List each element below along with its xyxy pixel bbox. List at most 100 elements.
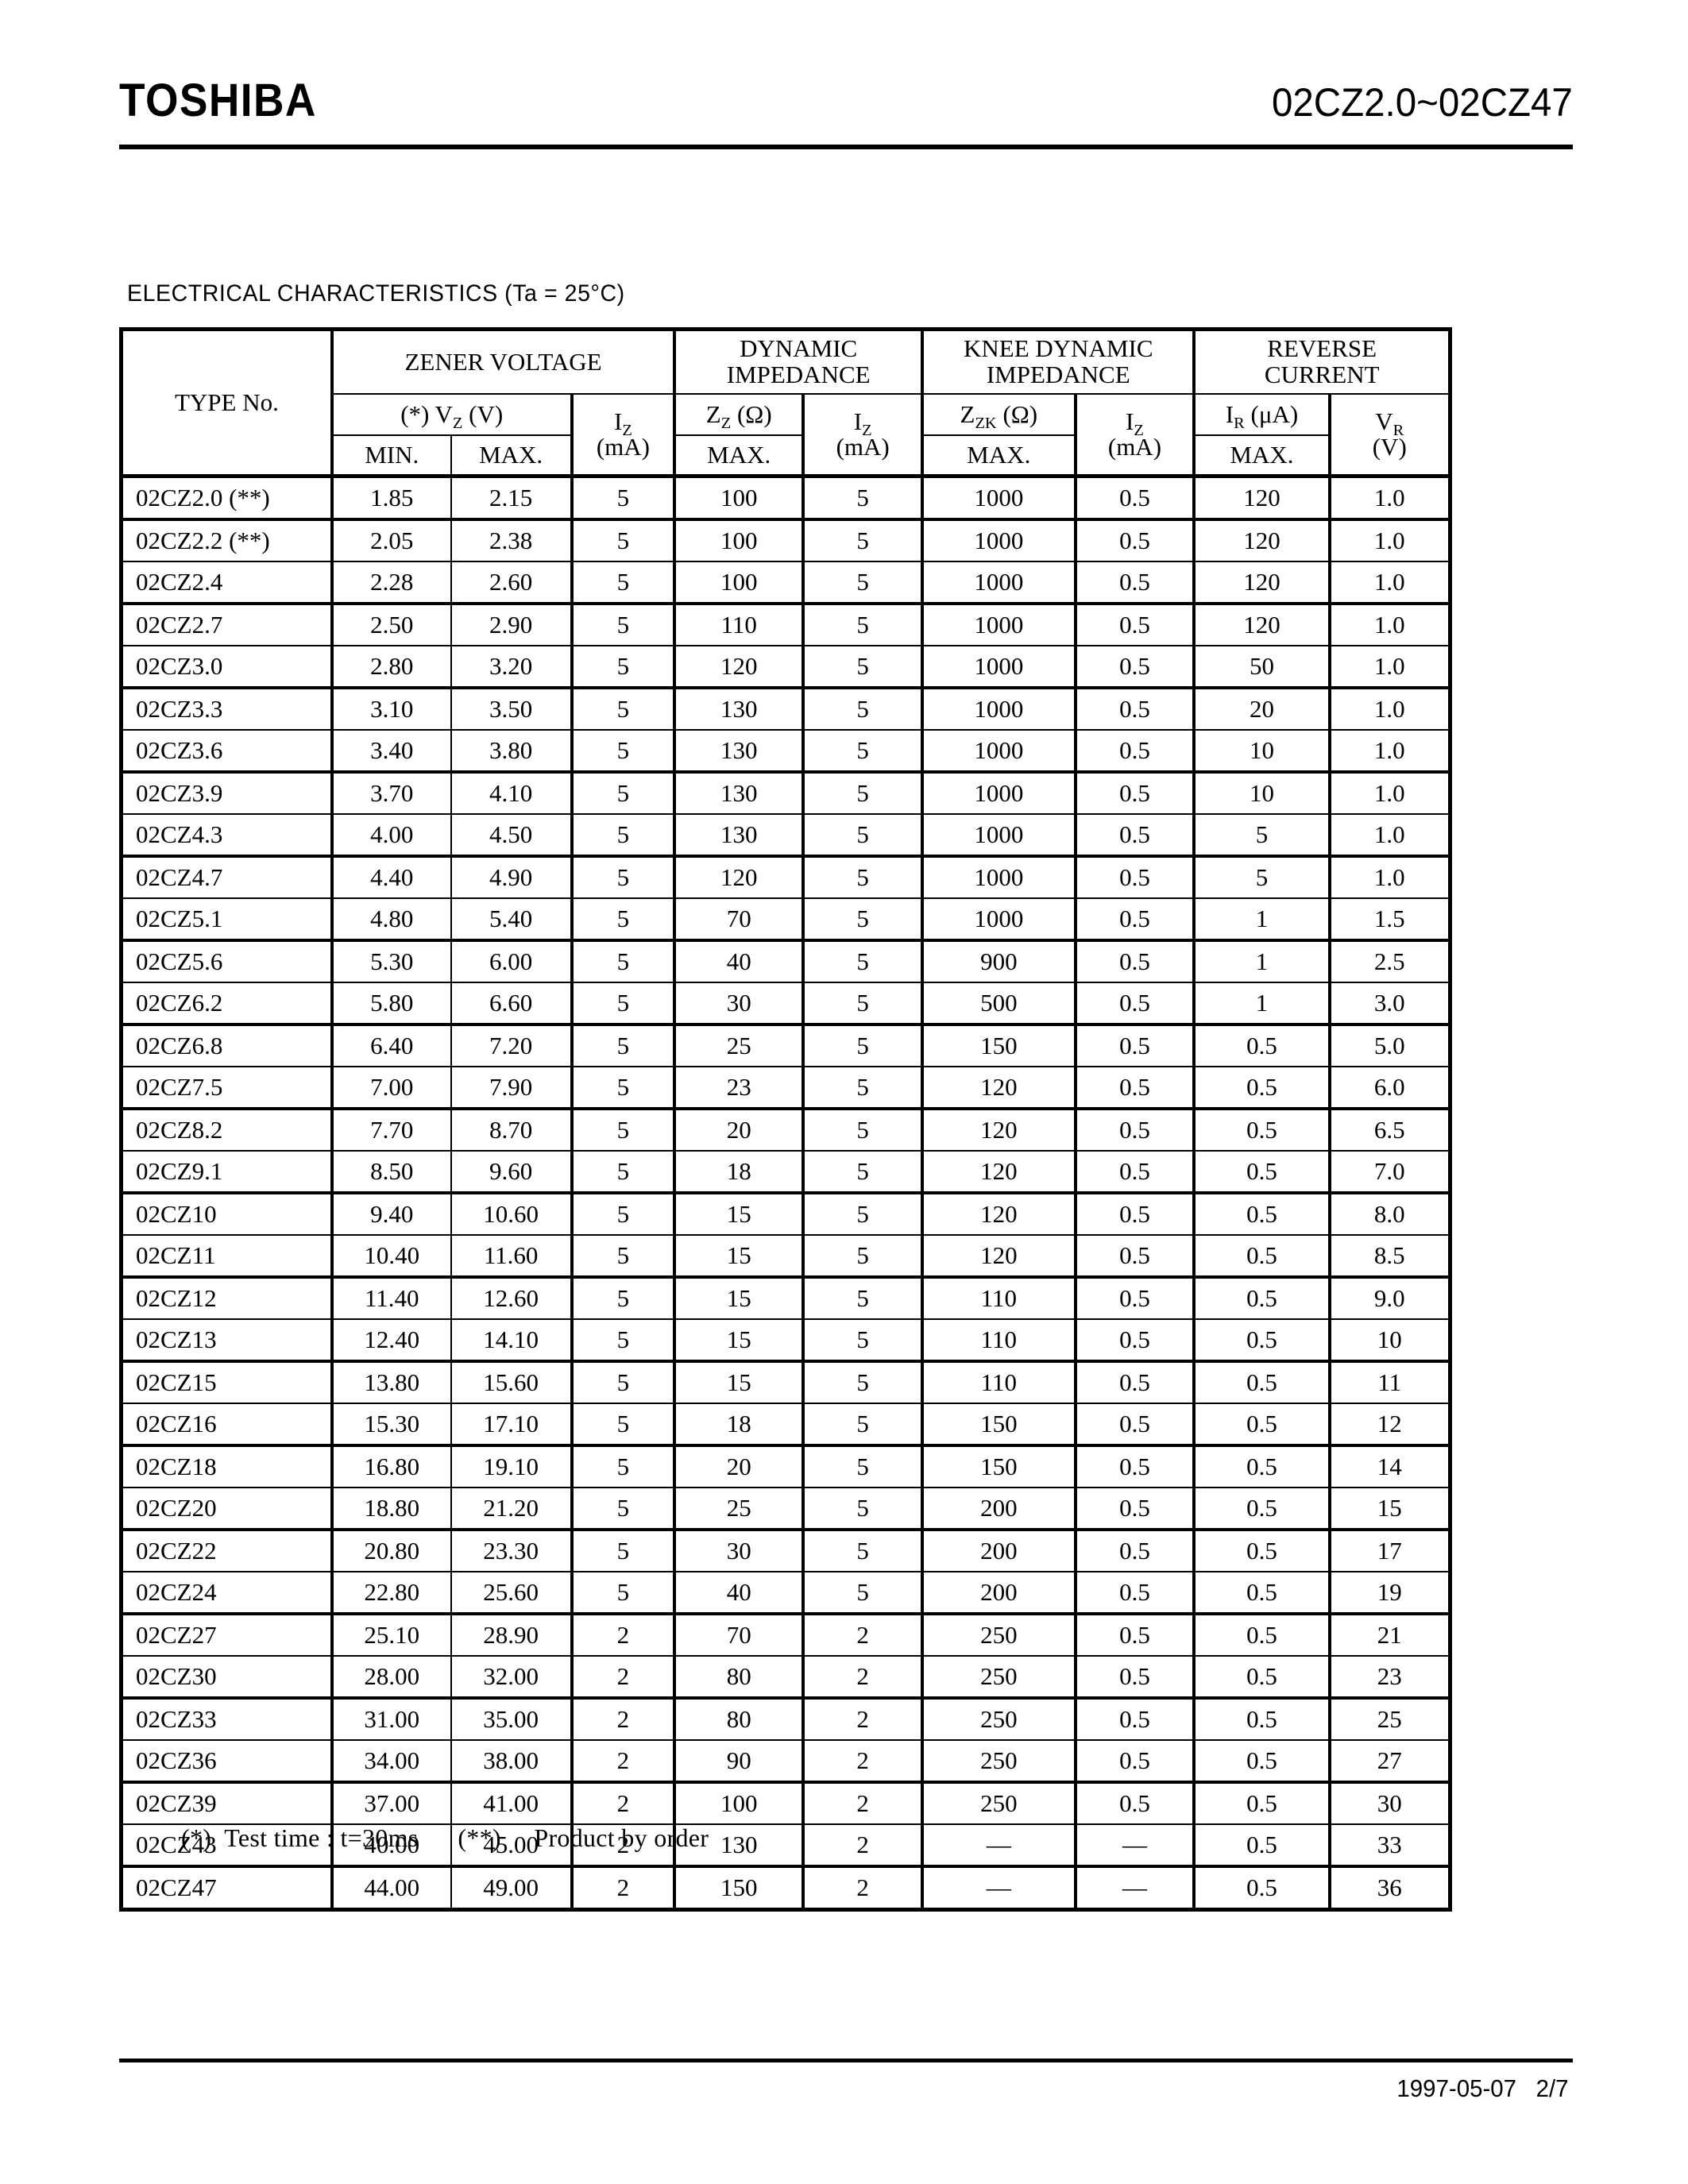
table-row: 02CZ15 13.80 15.60 5 15 5 110 0.5 0.5 11: [120, 1360, 1451, 1404]
table-row: 02CZ3.9 3.70 4.10 5 130 5 1000 0.5 10 1.0: [120, 770, 1451, 815]
cell-vz-min: 9.40: [330, 1191, 452, 1236]
cell-vz-max: 41.00: [450, 1781, 573, 1825]
cell-type: 02CZ5.6: [120, 939, 334, 983]
cell-ir-max: 0.5: [1192, 1360, 1331, 1404]
dynamic-impedance-line2: IMPEDANCE: [726, 361, 871, 388]
cell-vr: 1.0: [1327, 855, 1451, 899]
iz2-unit: (mA): [836, 433, 890, 461]
cell-iz-3: 0.5: [1073, 645, 1196, 689]
cell-iz-1: 5: [570, 561, 676, 604]
cell-zz-max: 23: [673, 1066, 805, 1109]
cell-type: 02CZ9.1: [120, 1150, 334, 1194]
cell-vr: 1.0: [1327, 518, 1451, 562]
cell-ir-max: 0.5: [1192, 1823, 1331, 1867]
table-row: 02CZ2.0 (**) 1.85 2.15 5 100 5 1000 0.5 120 1.0: [120, 475, 1451, 520]
iz3-symbol: IZ: [1077, 409, 1193, 439]
cell-iz-1: 5: [570, 1318, 676, 1362]
cell-ir-max: 1: [1192, 897, 1331, 941]
cell-vz-min: 5.80: [330, 982, 452, 1025]
cell-type: 02CZ3.6: [120, 729, 334, 773]
cell-ir-max: 120: [1192, 602, 1331, 646]
cell-zzk-max: 500: [921, 982, 1076, 1025]
col-header-zz-max: MAX.: [673, 434, 805, 478]
cell-type: 02CZ3.3: [120, 686, 334, 731]
cell-iz-3: 0.5: [1073, 1487, 1196, 1530]
cell-ir-max: 0.5: [1192, 1403, 1331, 1446]
part-number-range: 02CZ2.0~02CZ47: [1272, 80, 1573, 125]
cell-vr: 36: [1327, 1865, 1451, 1911]
cell-vz-max: 4.10: [450, 770, 573, 815]
table-row: 02CZ6.8 6.40 7.20 5 25 5 150 0.5 0.5 5.0: [120, 1023, 1451, 1067]
cell-zzk-max: 1000: [921, 855, 1076, 899]
col-header-type-no: TYPE No.: [120, 328, 334, 478]
table-row: 02CZ30 28.00 32.00 2 80 2 250 0.5 0.5 23: [120, 1655, 1451, 1699]
cell-type: 02CZ10: [120, 1191, 334, 1236]
cell-vz-max: 49.00: [450, 1865, 573, 1911]
cell-iz-3: 0.5: [1073, 855, 1196, 899]
cell-ir-max: 10: [1192, 729, 1331, 773]
cell-iz-1: 2: [570, 1696, 676, 1741]
cell-type: 02CZ22: [120, 1528, 334, 1572]
col-header-ir-symbol: IR (μA): [1192, 393, 1331, 436]
cell-iz-2: 5: [802, 1191, 924, 1236]
cell-iz-1: 5: [570, 1528, 676, 1572]
cell-type: 02CZ4.7: [120, 855, 334, 899]
cell-zzk-max: 120: [921, 1107, 1076, 1152]
header-row-groups: TYPE No. ZENER VOLTAGE DYNAMIC IMPEDANCE…: [120, 328, 1451, 478]
cell-vr: 8.5: [1327, 1234, 1451, 1278]
vr-unit: (V): [1372, 433, 1407, 461]
cell-type: 02CZ16: [120, 1403, 334, 1446]
cell-iz-1: 5: [570, 1023, 676, 1067]
cell-vz-max: 23.30: [450, 1528, 573, 1572]
cell-zz-max: 130: [673, 813, 805, 857]
header-row-symbols: (*) VZ (V) IZ (mA) ZZ (Ω) IZ (mA) ZZK (Ω: [122, 393, 1451, 478]
cell-ir-max: 0.5: [1192, 1275, 1331, 1320]
cell-vr: 1.0: [1327, 561, 1451, 604]
cell-iz-2: 5: [802, 1403, 924, 1446]
table-row: 02CZ4.7 4.40 4.90 5 120 5 1000 0.5 5 1.0: [120, 855, 1451, 899]
cell-iz-2: 5: [802, 1107, 924, 1152]
cell-zzk-max: —: [921, 1865, 1076, 1911]
cell-type: 02CZ3.0: [120, 645, 334, 689]
cell-type: 02CZ3.9: [120, 770, 334, 815]
cell-vz-max: 12.60: [450, 1275, 573, 1320]
cell-zzk-max: 1000: [921, 897, 1076, 941]
cell-iz-3: —: [1073, 1865, 1196, 1911]
col-group-zener-voltage: ZENER VOLTAGE: [330, 328, 677, 395]
cell-vr: 1.0: [1327, 770, 1451, 815]
cell-iz-3: 0.5: [1073, 1612, 1196, 1657]
cell-zz-max: 100: [673, 475, 805, 520]
cell-vz-min: 18.80: [330, 1487, 452, 1530]
cell-iz-3: 0.5: [1073, 475, 1196, 520]
table-row: 02CZ43 40.00 45.00 2 130 2— —0.5 33: [120, 1823, 1451, 1867]
cell-zzk-max: —: [921, 1823, 1076, 1867]
cell-iz-1: 5: [570, 1487, 676, 1530]
reverse-current-line1: REVERSE: [1267, 334, 1377, 363]
table-row: 02CZ3.3 3.10 3.50 5 130 5 1000 0.5 20 1.0: [120, 686, 1451, 731]
table-row: 02CZ2.2 (**) 2.05 2.38 5 100 5 1000 0.5 120 1.0: [120, 518, 1451, 562]
cell-zzk-max: 120: [921, 1234, 1076, 1278]
cell-type: 02CZ2.4: [120, 561, 334, 604]
cell-vr: 21: [1327, 1612, 1451, 1657]
cell-iz-3: 0.5: [1073, 1696, 1196, 1741]
cell-zzk-max: 120: [921, 1191, 1076, 1236]
cell-zzk-max: 150: [921, 1403, 1076, 1446]
cell-iz-1: 5: [570, 1444, 676, 1488]
cell-type: 02CZ2.0 (**): [120, 475, 334, 520]
col-group-dynamic-impedance: DYNAMIC IMPEDANCE: [674, 328, 925, 395]
cell-iz-2: 5: [802, 813, 924, 857]
iz3-sym-sub: Z: [1134, 422, 1144, 440]
cell-iz-2: 5: [802, 897, 924, 941]
cell-type: 02CZ15: [120, 1360, 334, 1404]
cell-zzk-max: 1000: [921, 475, 1076, 520]
cell-vz-min: 37.00: [330, 1781, 452, 1825]
col-header-vz-symbol: (*) VZ (V): [330, 393, 573, 436]
cell-vz-min: 4.80: [330, 897, 452, 941]
iz1-symbol: IZ: [574, 409, 674, 439]
cell-vr: 19: [1327, 1571, 1451, 1615]
cell-vz-max: 2.15: [450, 475, 573, 520]
table-row: 02CZ3.0 2.80 3.20 5 120 5 1000 0.5 50 1.0: [120, 645, 1451, 689]
cell-zzk-max: 150: [921, 1023, 1076, 1067]
cell-vr: 9.0: [1327, 1275, 1451, 1320]
table-row: 02CZ8.2 7.70 8.70 5 20 5 120 0.5 0.5 6.5: [120, 1107, 1451, 1152]
